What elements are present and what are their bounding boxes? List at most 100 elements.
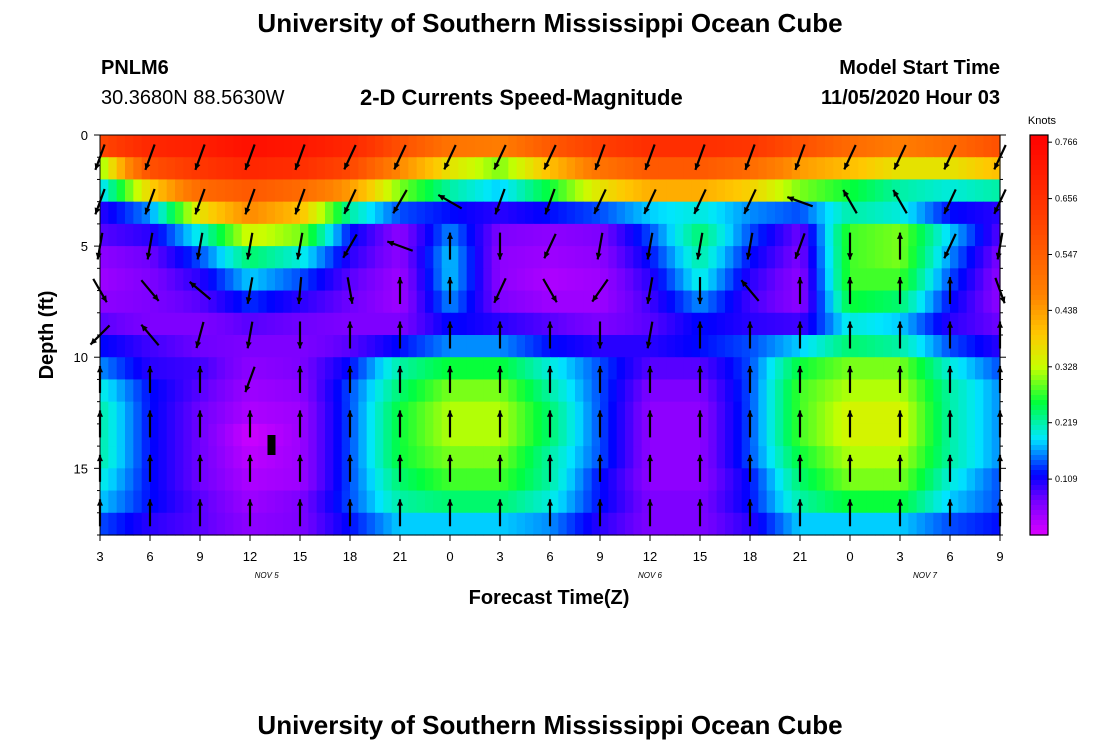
heatmap-cell [875,268,884,292]
y-tick-label: 15 [74,461,88,476]
heatmap-cell [183,468,193,492]
heatmap-cell [925,157,934,181]
heatmap-cell [266,268,276,292]
heatmap-cell [425,490,434,514]
heatmap-cell [116,490,126,514]
heatmap-cell [975,423,984,447]
heatmap-cell [208,335,218,358]
heatmap-cell [566,423,576,447]
heatmap-cell [616,512,626,536]
heatmap-cell [975,468,984,492]
x-tick-label: 12 [643,549,657,564]
colorbar-tick-label: 0.328 [1055,362,1078,372]
heatmap-cell [366,490,376,514]
heatmap-cell [933,246,943,269]
heatmap-cell [600,290,609,314]
heatmap-cell [408,357,418,381]
heatmap-cell [858,246,868,269]
heatmap-cell [550,312,559,336]
heatmap-cell [608,446,618,469]
heatmap-cell [275,379,284,403]
heatmap-cell [883,179,893,203]
heatmap-cell [483,446,493,469]
heatmap-cell [116,268,126,292]
heatmap-cell [566,157,576,181]
heatmap-cell [708,446,718,469]
colorbar-segment [1030,415,1048,421]
heatmap-cell [983,379,993,403]
heatmap-cell [950,268,959,292]
current-arrow [542,278,558,303]
current-arrow [343,144,357,170]
current-arrow [596,365,604,393]
heatmap-cell [883,446,893,469]
heatmap-cell [108,179,118,203]
heatmap-cell [441,379,451,403]
heatmap-cell [158,446,168,469]
heatmap-cell [416,512,426,536]
heatmap-cell [950,423,959,447]
heatmap-cell [766,490,776,514]
heatmap-cell [891,468,901,492]
heatmap-cell [691,268,701,292]
heatmap-cell [675,246,684,269]
heatmap-cell [541,223,551,247]
heatmap-cell [708,246,718,269]
heatmap-cell [841,357,851,381]
current-arrow [245,277,254,305]
heatmap-cell [541,490,551,514]
heatmap-cell [958,357,968,381]
heatmap-cell [150,423,159,447]
heatmap-cell [325,357,334,381]
current-arrow [543,233,557,259]
heatmap-cell [241,135,251,158]
heatmap-cell [400,246,409,269]
heatmap-cell [958,379,968,403]
heatmap-cell [491,179,501,203]
heatmap-cell [433,512,443,536]
heatmap-cell [400,312,409,336]
heatmap-cell [525,135,534,158]
heatmap-cell [841,446,851,469]
current-arrow [296,454,304,482]
heatmap-cell [675,268,684,292]
heatmap-cell [633,201,643,225]
heatmap-cell [958,135,968,158]
heatmap-cell [825,446,834,469]
heatmap-cell [733,379,743,403]
heatmap-cell [183,401,193,425]
current-arrow [196,410,204,438]
heatmap-cell [291,290,301,314]
heatmap-cell [433,179,443,203]
colorbar-segment [1030,470,1048,476]
current-vectors [89,144,1007,527]
heatmap-cell [433,246,443,269]
heatmap-cell [925,201,934,225]
current-arrow [446,277,454,305]
heatmap-cell [266,379,276,403]
heatmap-cell [275,268,284,292]
heatmap-cell [741,379,751,403]
current-arrow [446,410,454,438]
heatmap-cell [600,379,609,403]
heatmap-cell [758,223,768,247]
current-arrow [846,277,854,305]
heatmap-cell [416,201,426,225]
heatmap-cell [258,335,268,358]
heatmap-cell [833,423,843,447]
heatmap-cell [541,379,551,403]
heatmap-cell [483,201,493,225]
heatmap-cell [433,312,443,336]
heatmap-cell [475,179,484,203]
heatmap-cell [200,312,209,336]
heatmap-cell [950,290,959,314]
heatmap-cell [350,379,359,403]
heatmap-cell [266,179,276,203]
heatmap-cell [508,468,518,492]
heatmap-cell [900,357,909,381]
heatmap-cell [325,401,334,425]
heatmap-cell [658,246,668,269]
heatmap-cell [933,423,943,447]
date-label: NOV 6 [638,571,663,580]
heatmap-cell [625,201,634,225]
